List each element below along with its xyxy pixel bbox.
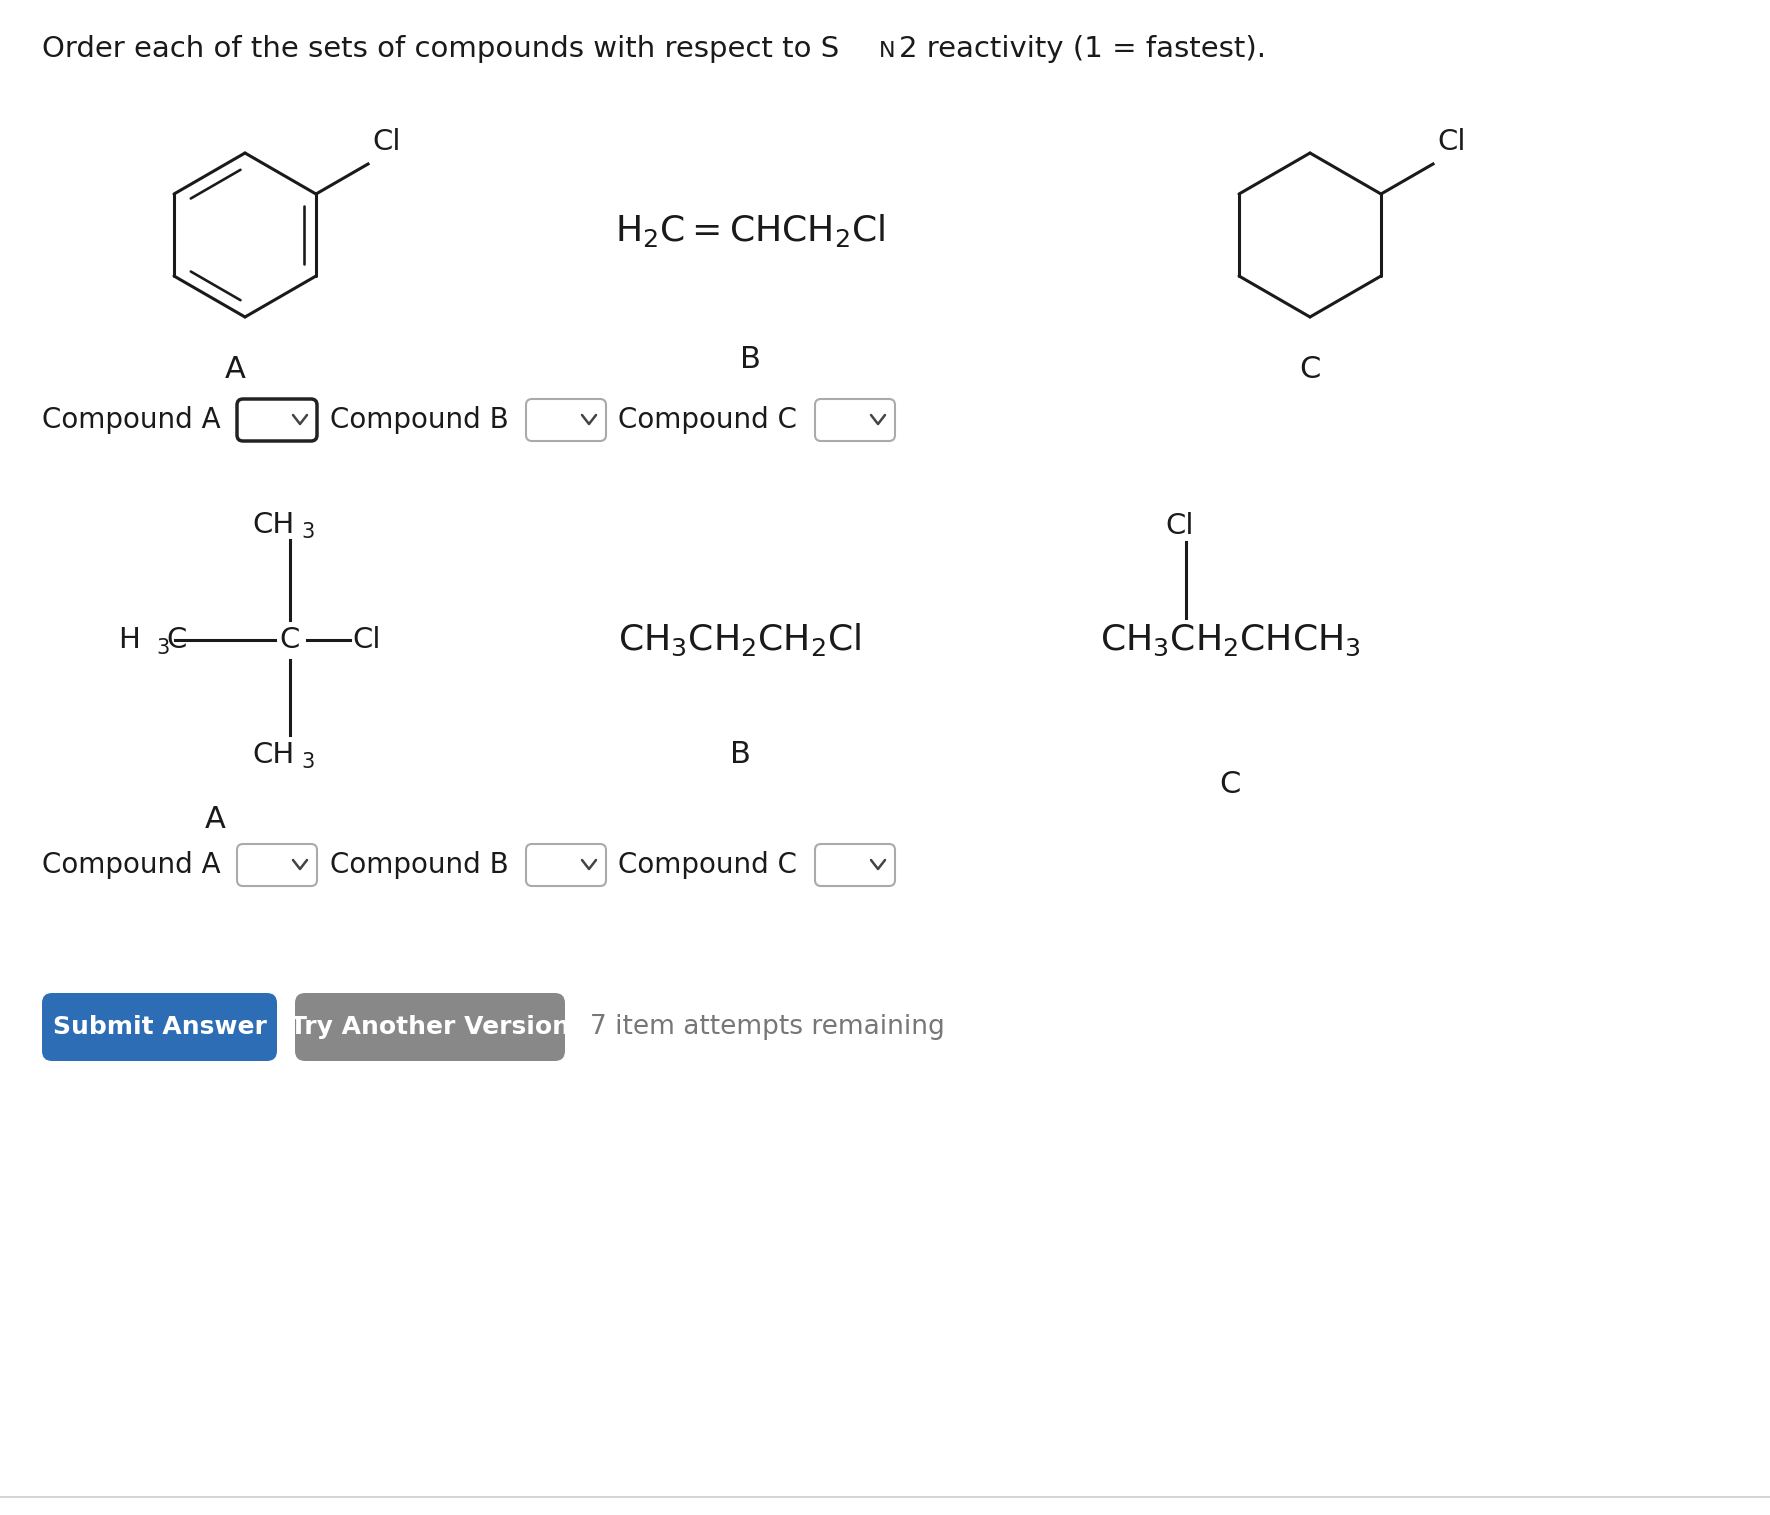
FancyBboxPatch shape [814,398,896,441]
Text: Compound C: Compound C [618,851,796,879]
Text: Compound C: Compound C [618,406,796,433]
Text: 2 reactivity (1 = fastest).: 2 reactivity (1 = fastest). [899,35,1266,64]
Text: Compound A: Compound A [42,851,221,879]
Text: Submit Answer: Submit Answer [53,1015,267,1039]
Text: Compound A: Compound A [42,406,221,433]
Text: Cl: Cl [1166,512,1195,539]
FancyBboxPatch shape [296,992,565,1060]
FancyBboxPatch shape [42,992,276,1060]
Text: C: C [166,626,186,654]
Text: 7 item attempts remaining: 7 item attempts remaining [589,1014,945,1039]
Text: CH$_3$CH$_2$CHCH$_3$: CH$_3$CH$_2$CHCH$_3$ [1099,623,1361,658]
Text: A: A [225,355,246,383]
Text: C: C [1220,770,1241,798]
Text: N: N [880,41,896,61]
Text: A: A [205,804,225,833]
Text: H$_2$C$=$CHCH$_2$Cl: H$_2$C$=$CHCH$_2$Cl [614,212,885,248]
Text: C: C [280,626,301,654]
Text: 3: 3 [301,523,315,542]
Text: H: H [119,626,140,654]
Text: B: B [740,345,761,374]
Text: CH$_3$CH$_2$CH$_2$Cl: CH$_3$CH$_2$CH$_2$Cl [618,621,862,658]
Text: Compound B: Compound B [329,851,508,879]
Text: Cl: Cl [372,127,400,156]
Text: C: C [1299,355,1320,383]
Text: 3: 3 [156,638,170,658]
Text: Order each of the sets of compounds with respect to S: Order each of the sets of compounds with… [42,35,839,64]
Text: 3: 3 [301,751,315,773]
FancyBboxPatch shape [526,398,605,441]
FancyBboxPatch shape [814,844,896,886]
Text: Cl: Cl [352,626,381,654]
FancyBboxPatch shape [237,844,317,886]
Text: Try Another Version: Try Another Version [290,1015,570,1039]
Text: CH: CH [253,741,296,770]
Text: CH: CH [253,511,296,539]
FancyBboxPatch shape [237,398,317,441]
Text: B: B [729,739,750,770]
FancyBboxPatch shape [526,844,605,886]
Text: Cl: Cl [1437,127,1466,156]
Text: Compound B: Compound B [329,406,508,433]
